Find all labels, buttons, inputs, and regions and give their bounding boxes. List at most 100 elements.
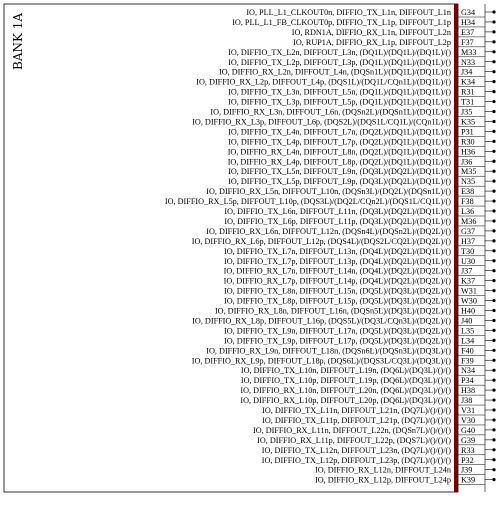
pin-signal-label: IO, DIFFIO_TX_L2p, DIFFOUT_L3p, (DQ1L)/(… [228,58,451,67]
pin-dot [492,70,496,74]
pin-number: H34 [461,18,475,27]
pin-row: IO, DIFFIO_RX_L2p, DIFFOUT_L4p, (DQS1L)/… [196,78,496,87]
pin-dot [492,378,496,382]
pin-dot [492,468,496,472]
pin-row: IO, DIFFIO_RX_L10p, DIFFOUT_L20p, (DQ6L)… [240,396,496,406]
pin-signal-label: IO, DIFFIO_TX_L6p, DIFFOUT_L11p, (DQ3L)/… [224,217,451,226]
pin-number: K34 [461,78,475,87]
pin-row: IO, DIFFIO_TX_L12n, DIFFOUT_L23n, (DQ7L)… [262,446,496,456]
pin-row: IO, DIFFIO_TX_L8p, DIFFOUT_L15p, (DQ5L)/… [224,297,496,306]
pin-dot [492,50,496,54]
pin-number: J39 [461,466,472,475]
pin-number: L34 [461,336,474,345]
pin-dot [492,179,496,183]
pin-signal-label: IO, DIFFIO_TX_L10n, DIFFOUT_L19n, (DQ6L)… [241,366,451,375]
pin-dot [492,109,496,114]
pin-dot [492,40,496,44]
pin-dot [492,119,496,124]
pin-signal-label: IO, DIFFIO_TX_L9p, DIFFOUT_L17p, (DQ5L)/… [224,336,451,345]
pin-row: IO, DIFFIO_TX_L10p, DIFFOUT_L19p, (DQ6L)… [241,376,496,386]
pin-number: J38 [461,396,472,405]
pin-dot [492,99,496,104]
pin-signal-label: IO, DIFFIO_RX_L12p, DIFFOUT_L24p [315,476,451,485]
pin-row: IO, DIFFIO_RX_L2n, DIFFOUT_L4n, (DQSn1L)… [219,68,496,77]
pin-dot [492,199,496,203]
pin-number: F37 [461,38,474,47]
pin-row: IO, DIFFIO_TX_L10n, DIFFOUT_L19n, (DQ6L)… [241,366,496,376]
pin-dot [492,80,496,84]
pin-signal-label: IO, PLL_L1_FB_CLKOUT0p, DIFFIO_TX_L1p, D… [232,18,451,27]
pin-row: IO, DIFFIO_TX_L7n, DIFFOUT_L13n, (DQ4L)/… [224,247,496,257]
pin-number: N33 [461,58,475,67]
pin-dot [492,129,496,133]
pin-dot [492,229,496,233]
pin-number: H38 [461,386,475,395]
pin-signal-label: IO, DIFFIO_TX_L3n, DIFFOUT_L5n, (DQ1L)/(… [228,88,451,97]
pin-dot [492,398,496,402]
pin-signal-label: IO, DIFFIO_RX_L12n, DIFFOUT_L24n [315,466,451,475]
pin-signal-label: IO, DIFFIO_RX_L6n, DIFFOUT_L12n, (DQSn4L… [206,227,451,236]
pin-row: IO, DIFFIO_TX_L2p, DIFFOUT_L3p, (DQ1L)/(… [228,58,496,67]
pin-signal-label: IO, DIFFIO_TX_L11p, DIFFOUT_L21p, (DQ7L)… [262,416,451,425]
pin-row: IO, DIFFIO_TX_L9p, DIFFOUT_L17p, (DQ5L)/… [224,336,496,346]
pin-dot [492,149,496,153]
pin-dot [492,279,496,283]
pin-dot [492,90,496,94]
pin-row: IO, DIFFIO_RX_L8p, DIFFOUT_L16p, (DQS5L)… [192,316,496,326]
pin-row: IO, DIFFIO_TX_L4p, DIFFOUT_L7p, (DQ2L)/(… [228,137,496,147]
pin-number: N35 [461,177,475,186]
pin-signal-label: IO, DIFFIO_TX_L10p, DIFFOUT_L19p, (DQ6L)… [241,376,451,385]
pin-row: IO, DIFFIO_RX_L6n, DIFFOUT_L12n, (DQSn4L… [206,227,496,237]
pin-signal-label: IO, DIFFIO_TX_L5p, DIFFOUT_L9p, (DQ3L)/(… [228,177,451,186]
pin-dot [492,368,496,372]
pin-row: IO, DIFFIO_RX_L11p, DIFFOUT_L22p, (DQS7L… [257,436,496,446]
pin-number: G40 [461,426,475,435]
pin-signal-label: IO, RUP1A, DIFFIO_RX_L1p, DIFFOUT_L2p [293,38,451,47]
pin-row: IO, DIFFIO_TX_L12p, DIFFOUT_L23p, (DQ7L)… [262,456,496,465]
pin-dot [492,139,496,143]
pin-dot [492,298,496,303]
pin-dot [492,308,496,313]
pin-dot [492,20,496,24]
pin-number: K35 [461,117,475,126]
pin-signal-label: IO, DIFFIO_RX_L11p, DIFFOUT_L22p, (DQS7L… [257,436,451,445]
pin-number: L36 [461,207,474,216]
pin-number: V30 [461,416,475,425]
pin-signal-label: IO, DIFFIO_TX_L12p, DIFFOUT_L23p, (DQ7L)… [262,456,451,465]
pin-signal-label: IO, DIFFIO_TX_L12n, DIFFOUT_L23n, (DQ7L)… [262,446,451,455]
pin-dot [492,189,496,193]
pin-signal-label: IO, DIFFIO_RX_L9p, DIFFOUT_L18p, (DQS6L)… [192,356,452,365]
pin-dot [492,159,496,163]
pin-row: IO, DIFFIO_TX_L5p, DIFFOUT_L9p, (DQ3L)/(… [228,177,496,187]
pin-row: IO, DIFFIO_TX_L7p, DIFFOUT_L13p, (DQ4L)/… [224,257,496,266]
pin-signal-label: IO, DIFFIO_RX_L8p, DIFFOUT_L16p, (DQS5L)… [192,316,451,325]
pin-dot [492,259,496,263]
pin-row: IO, DIFFIO_RX_L10n, DIFFOUT_L20n, (DQ6L)… [240,386,496,396]
pin-row: IO, DIFFIO_TX_L5n, DIFFOUT_L9n, (DQ3L)/(… [228,167,496,177]
pin-dot [492,169,496,173]
pin-row: IO, DIFFIO_RX_L3n, DIFFOUT_L6n, (DQSn2L)… [210,108,496,117]
pin-signal-label: IO, DIFFIO_RX_L10p, DIFFOUT_L20p, (DQ6L)… [240,396,451,405]
pin-signal-label: IO, DIFFIO_RX_L2n, DIFFOUT_L4n, (DQSn1L)… [219,68,451,77]
pin-signal-label: IO, DIFFIO_RX_L10n, DIFFOUT_L20n, (DQ6L)… [240,386,451,395]
pin-row: IO, DIFFIO_RX_L12p, DIFFOUT_L24p K39 [315,476,496,485]
pin-signal-label: IO, DIFFIO_TX_L4n, DIFFOUT_L7n, (DQ2L)/(… [228,127,451,136]
pin-signal-label: IO, DIFFIO_TX_L9n, DIFFOUT_L17n, (DQ5L)/… [224,326,451,335]
pin-row: IO, PLL_L1_CLKOUT0n, DIFFIO_TX_L1n, DIFF… [246,8,496,18]
pin-number: J40 [461,316,472,325]
pin-number: F40 [461,346,474,355]
pin-row: IO, DIFFIO_RX_L7n, DIFFOUT_L14n, (DQ4L)/… [224,267,496,276]
pin-number: M33 [461,48,476,57]
pin-signal-label: IO, DIFFIO_TX_L2n, DIFFOUT_L3n, (DQ1L)/(… [228,48,451,57]
pin-row: IO, DIFFIO_RX_L6p, DIFFOUT_L12p, (DQS4L)… [192,237,496,247]
pin-dot [492,269,496,273]
pin-dot [492,458,496,462]
pin-row: IO, DIFFIO_TX_L9n, DIFFOUT_L17n, (DQ5L)/… [224,326,496,336]
pin-signal-label: IO, DIFFIO_RX_L9n, DIFFOUT_L18n, (DQSn6L… [206,346,451,355]
pin-signal-label: IO, DIFFIO_RX_L3p, DIFFOUT_L6p, (DQS2L)/… [192,117,451,126]
pin-dot [492,478,496,482]
pin-number: L35 [461,326,474,335]
pin-dot [492,10,496,14]
pin-signal-label: IO, DIFFIO_RX_L4p, DIFFOUT_L8p, (DQ2L)/(… [228,157,452,166]
pin-signal-label: IO, DIFFIO_RX_L3n, DIFFOUT_L6n, (DQSn2L)… [210,108,451,117]
